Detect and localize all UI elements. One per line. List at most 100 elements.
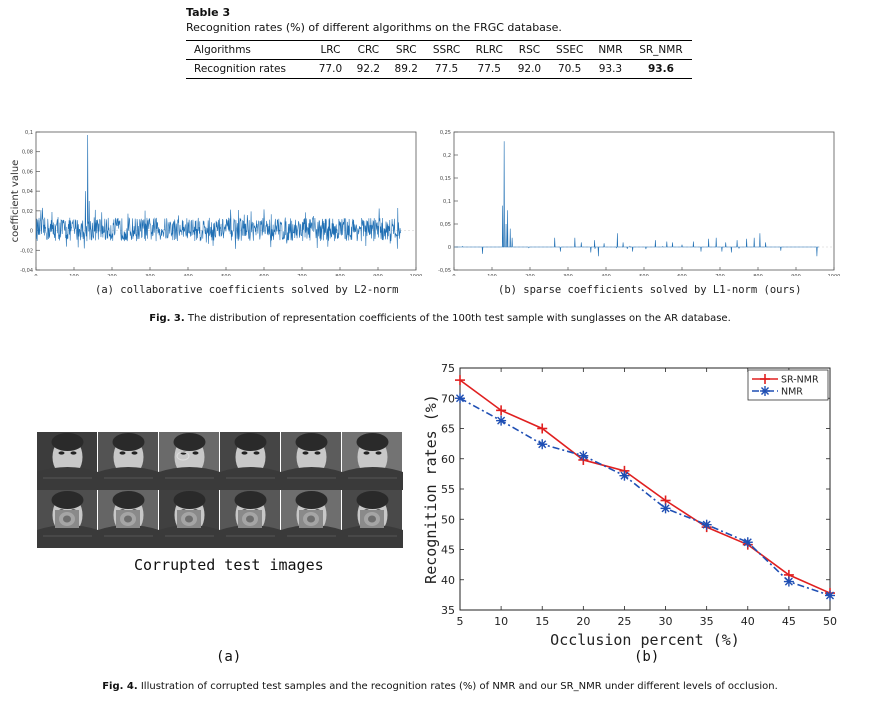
fig4b-sublabel: (b) xyxy=(634,649,660,665)
y-tick-label: 45 xyxy=(441,544,455,557)
data-point xyxy=(455,394,465,403)
face-image xyxy=(342,432,403,490)
cell-crc: 92.2 xyxy=(356,63,381,75)
series-line xyxy=(459,397,831,597)
x-tick-label: 30 xyxy=(659,615,673,628)
legend-marker xyxy=(760,386,770,396)
y-tick-label: 60 xyxy=(441,453,455,466)
data-point xyxy=(825,591,835,600)
y-tick-label: 0,02 xyxy=(22,209,33,215)
x-tick-label: 300 xyxy=(563,274,573,276)
face-image xyxy=(37,432,98,490)
y-tick-label: 0,1 xyxy=(443,199,451,205)
data-point xyxy=(661,504,670,513)
x-tick-label: 10 xyxy=(494,615,508,628)
row-label: Recognition rates xyxy=(194,63,286,75)
data-point xyxy=(784,577,793,586)
y-tick-label: 55 xyxy=(441,483,455,496)
cell-ssec: 70.5 xyxy=(557,63,582,75)
y-tick-label: 75 xyxy=(441,362,455,375)
x-tick-label: 400 xyxy=(601,274,611,276)
data-point xyxy=(743,538,752,547)
plot-frame xyxy=(35,131,417,271)
cell-src: 89.2 xyxy=(394,63,418,75)
x-tick-label: 1000 xyxy=(410,274,423,276)
y-tick-label: -0,02 xyxy=(20,248,33,254)
x-tick-label: 700 xyxy=(297,274,307,276)
coefficient-series xyxy=(36,134,402,249)
y-axis-label: coefficient value xyxy=(10,160,21,243)
table-caption: Recognition rates (%) of different algor… xyxy=(186,21,562,34)
header-src: SRC xyxy=(395,44,417,56)
plot-frame xyxy=(453,131,835,271)
y-tick-label: 0,25 xyxy=(440,130,451,136)
fig4-caption: Fig. 4. Illustration of corrupted test s… xyxy=(0,681,880,692)
x-tick-label: 300 xyxy=(145,274,155,276)
face-image xyxy=(342,490,403,548)
y-tick-label: 0 xyxy=(448,245,451,251)
data-point xyxy=(497,416,506,425)
data-point xyxy=(579,451,588,460)
header-rlrc: RLRC xyxy=(475,44,503,56)
x-tick-label: 900 xyxy=(373,274,383,276)
x-tick-label: 500 xyxy=(639,274,649,276)
x-tick-label: 800 xyxy=(753,274,763,276)
table-title: Table 3 xyxy=(186,6,231,19)
y-tick-label: 0,2 xyxy=(443,153,451,159)
x-axis-label: Occlusion percent (%) xyxy=(550,631,740,649)
x-tick-label: 600 xyxy=(259,274,269,276)
plot-frame xyxy=(459,367,831,611)
data-point xyxy=(538,440,547,449)
x-tick-label: 0 xyxy=(34,274,37,276)
y-tick-label: 0,06 xyxy=(22,169,33,175)
corrupted-face-images xyxy=(37,432,403,548)
y-tick-label: 65 xyxy=(441,423,455,436)
header-sr-nmr: SR_NMR xyxy=(639,44,683,56)
header-crc: CRC xyxy=(357,44,380,56)
header-nmr: NMR xyxy=(598,44,623,56)
face-image xyxy=(159,490,220,548)
y-tick-label: 40 xyxy=(441,574,455,587)
x-tick-label: 20 xyxy=(576,615,590,628)
y-tick-label: 0 xyxy=(30,229,33,235)
y-tick-label: 50 xyxy=(441,513,455,526)
x-tick-label: 400 xyxy=(183,274,193,276)
y-tick-label: 70 xyxy=(441,392,455,405)
x-tick-label: 200 xyxy=(107,274,117,276)
x-tick-label: 600 xyxy=(677,274,687,276)
table-header-row: Algorithms LRC CRC SRC SSRC RLRC RSC SSEC NMR SR_… xyxy=(186,40,692,60)
header-ssec: SSEC xyxy=(556,44,584,56)
x-tick-label: 50 xyxy=(823,615,837,628)
x-tick-label: 100 xyxy=(69,274,79,276)
faces-label: Corrupted test images xyxy=(134,556,324,574)
fig3a-chart: -0,04 -0,02 0 0,02 0,04 0,06 0,08 0,1 0 100 200 300… xyxy=(10,130,423,276)
cell-lrc: 77.0 xyxy=(318,63,343,75)
data-point xyxy=(620,471,629,480)
cell-rlrc: 77.5 xyxy=(477,63,501,75)
y-tick-label: 0,15 xyxy=(440,176,451,182)
cell-ssrc: 77.5 xyxy=(434,63,459,75)
header-rsc: RSC xyxy=(518,44,541,56)
x-tick-label: 700 xyxy=(715,274,725,276)
fig3-label: Fig. 3. xyxy=(149,313,185,324)
y-tick-label: 0,05 xyxy=(440,222,451,228)
cell-nmr: 93.3 xyxy=(598,63,623,75)
x-tick-label: 800 xyxy=(335,274,345,276)
face-image xyxy=(220,490,281,548)
x-tick-label: 15 xyxy=(535,615,549,628)
legend-label: SR-NMR xyxy=(781,375,819,386)
y-tick-label: -0,04 xyxy=(20,268,33,274)
face-image xyxy=(98,432,159,490)
x-tick-label: 5 xyxy=(457,615,464,628)
cell-rsc: 92.0 xyxy=(517,63,542,75)
series-line xyxy=(459,379,831,594)
face-image xyxy=(37,490,98,548)
x-tick-label: 0 xyxy=(452,274,455,276)
x-tick-label: 45 xyxy=(782,615,796,628)
header-algorithms: Algorithms xyxy=(194,44,251,56)
fig3b-sublabel: (b) sparse coefficients solved by L1-nor… xyxy=(498,284,802,296)
x-tick-label: 100 xyxy=(487,274,497,276)
fig4-caption-text: Illustration of corrupted test samples a… xyxy=(140,681,778,692)
fig4b-chart: 35 40 45 50 55 60 65 70 75 5 10 15 20 25 30 35 40 45 50 Occ… xyxy=(422,362,837,649)
